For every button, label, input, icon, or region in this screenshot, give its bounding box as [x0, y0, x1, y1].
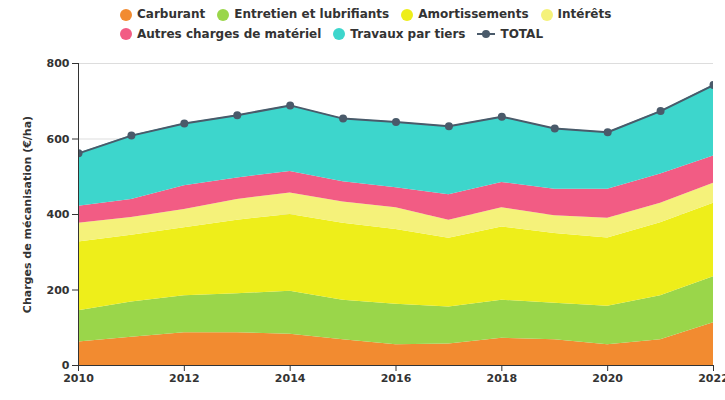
svg-text:2016: 2016 [381, 372, 412, 385]
svg-text:2010: 2010 [63, 372, 94, 385]
html-text:TOTAL: TOTAL [500, 26, 543, 41]
svg-text:800: 800 [47, 57, 70, 70]
html-text:Autres charges de matériel: Autres charges de matériel [137, 26, 322, 41]
svg-text:2012: 2012 [169, 372, 200, 385]
html-text:Intérêts: Intérêts [557, 7, 612, 21]
svg-text:2018: 2018 [487, 372, 518, 385]
svg-text:0: 0 [62, 359, 70, 372]
html-text:Carburant: Carburant [137, 7, 206, 21]
html-text:Travaux par tiers: Travaux par tiers [350, 26, 466, 41]
svg-text:2020: 2020 [592, 372, 623, 385]
svg-text:200: 200 [47, 284, 70, 297]
svg-text:400: 400 [47, 208, 70, 221]
svg-text:Charges de mécanisation (€/ha): Charges de mécanisation (€/ha) [21, 116, 34, 313]
svg-text:2022: 2022 [698, 372, 725, 385]
html-text:Entretien et lubrifiants: Entretien et lubrifiants [234, 7, 390, 21]
html-text:Amortissements: Amortissements [418, 7, 529, 21]
svg-text:2014: 2014 [275, 372, 306, 385]
svg-text:600: 600 [47, 133, 70, 146]
